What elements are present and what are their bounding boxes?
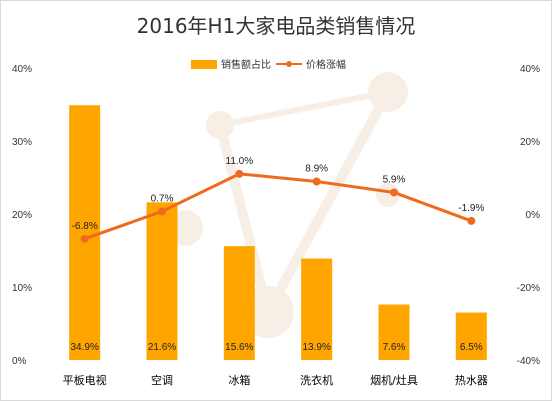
left-tick-label: 10% [12, 283, 32, 294]
bar [69, 105, 101, 360]
line-point [80, 234, 89, 243]
line-point [390, 188, 398, 197]
legend-bar-swatch [191, 60, 217, 69]
bar [455, 312, 487, 360]
category-axis: 平板电视 空调 冰箱 洗衣机 烟机/灶具 热水器 [63, 373, 488, 387]
bar [378, 304, 410, 360]
line-point [467, 216, 476, 225]
bar [301, 258, 333, 360]
right-tick-label: -40% [517, 356, 540, 367]
line-data-label: 11.0% [226, 156, 254, 167]
line-data-label: -1.9% [458, 203, 484, 214]
line-path [84, 172, 472, 241]
line-data-label: 8.9% [305, 164, 328, 175]
bar-data-label: 13.9% [302, 342, 330, 353]
bar [146, 202, 178, 360]
category-label: 热水器 [455, 374, 488, 387]
bar-data-label: 21.6% [148, 342, 176, 353]
line-point [312, 177, 321, 186]
right-axis: -40% -20% 0% 20% 40% [517, 64, 540, 367]
bar-data-label: 7.6% [383, 342, 406, 353]
left-tick-label: 0% [12, 356, 27, 367]
left-tick-label: 30% [12, 137, 32, 148]
right-tick-label: -20% [517, 283, 540, 294]
right-tick-label: 20% [520, 137, 540, 148]
line-point [235, 169, 244, 178]
category-label: 空调 [151, 373, 173, 387]
bar [223, 246, 255, 360]
right-tick-label: 0% [526, 210, 541, 221]
category-label: 平板电视 [63, 373, 107, 387]
left-tick-label: 20% [12, 210, 32, 221]
bar-data-label: 34.9% [70, 342, 98, 353]
line-point [158, 207, 166, 216]
legend: 销售额占比 价格涨幅 [191, 58, 346, 71]
line-series: -6.8% 0.7% 11.0% 8.9% 5.9% -1.9% [72, 156, 485, 243]
category-label: 烟机/灶具 [370, 373, 418, 387]
chart-title: 2016年H1大家电品类销售情况 [136, 14, 416, 38]
right-tick-label: 40% [520, 64, 540, 75]
legend-line-label: 价格涨幅 [306, 58, 346, 71]
line-data-label: -6.8% [72, 221, 98, 232]
line-data-label: 5.9% [383, 174, 406, 185]
category-label: 冰箱 [228, 373, 250, 387]
left-tick-label: 40% [12, 64, 32, 75]
bar-series: 34.9% 21.6% 15.6% 13.9% 7.6% 6.5% [69, 105, 487, 360]
category-label: 洗衣机 [300, 373, 333, 387]
bar-data-label: 15.6% [225, 342, 253, 353]
bar-data-label: 6.5% [460, 342, 483, 353]
line-data-label: 0.7% [151, 193, 174, 204]
legend-bar-label: 销售额占比 [221, 58, 271, 71]
legend-line-marker [286, 61, 292, 67]
left-axis: 0% 10% 20% 30% 40% [12, 64, 32, 367]
background-watermark [167, 72, 408, 338]
